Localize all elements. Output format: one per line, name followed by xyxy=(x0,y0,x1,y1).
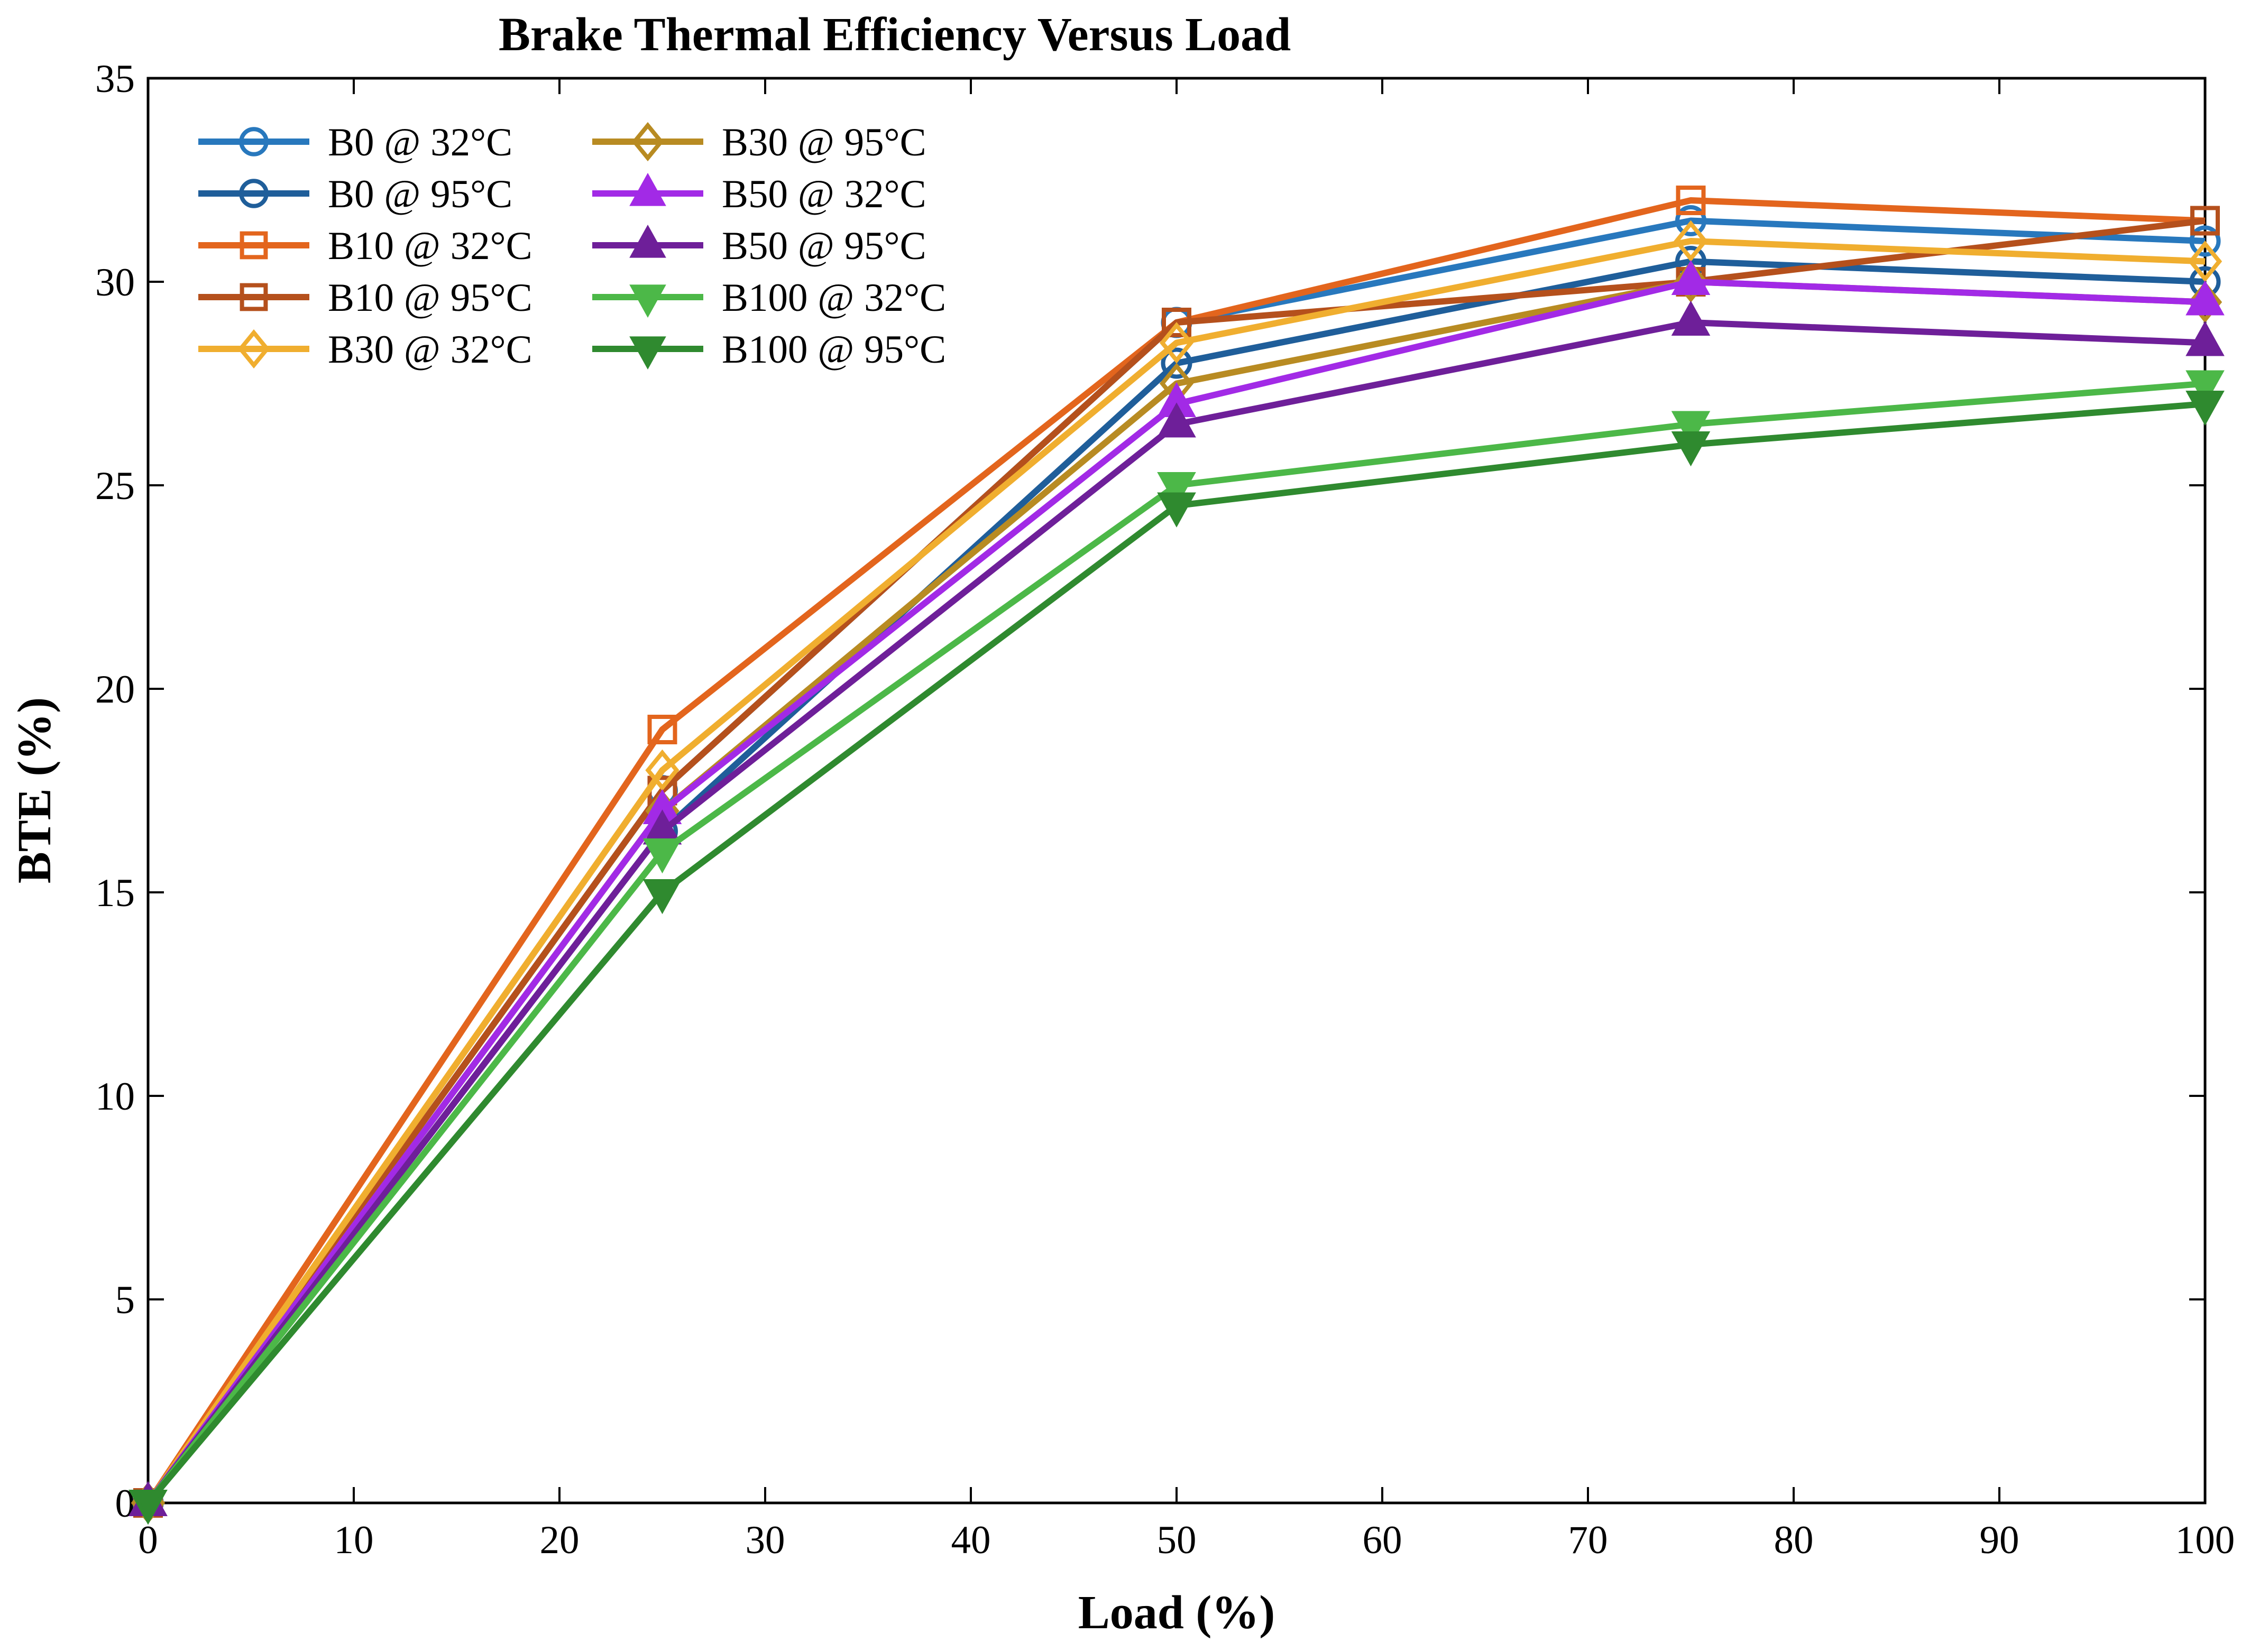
data-point xyxy=(1675,205,1706,236)
series-line xyxy=(145,258,2206,1505)
legend-item: B0 @ 32°C xyxy=(198,121,512,164)
legend-marker xyxy=(240,231,268,260)
x-tick-label: 20 xyxy=(540,1518,580,1562)
data-point xyxy=(1162,308,1191,337)
y-tick-label: 30 xyxy=(95,261,135,304)
chart-title: Brake Thermal Efficiency Versus Load xyxy=(499,8,1291,61)
series-line xyxy=(145,279,2206,1505)
series-line xyxy=(145,238,2206,1505)
data-point xyxy=(1674,220,1708,262)
legend-item: B10 @ 32°C xyxy=(198,224,532,268)
data-point xyxy=(1159,322,1194,364)
legend-label: B50 @ 32°C xyxy=(722,172,926,216)
data-point xyxy=(1671,411,1711,446)
legend-label: B50 @ 95°C xyxy=(722,224,926,268)
x-tick-label: 70 xyxy=(1568,1518,1608,1562)
data-point xyxy=(2185,321,2225,356)
data-point xyxy=(642,879,682,915)
series-line xyxy=(145,380,2206,1505)
data-point xyxy=(2190,206,2220,236)
data-point xyxy=(1157,492,1196,528)
data-point xyxy=(2188,281,2223,323)
x-tick-label: 10 xyxy=(334,1518,374,1562)
legend-label: B30 @ 32°C xyxy=(328,328,532,372)
legend-label: B100 @ 32°C xyxy=(722,276,946,320)
y-tick-label: 25 xyxy=(95,464,135,508)
series-b50-32-c xyxy=(128,260,2225,1516)
legend-label: B30 @ 95°C xyxy=(722,121,926,164)
x-tick-label: 0 xyxy=(138,1518,158,1562)
y-tick-label: 5 xyxy=(115,1278,135,1322)
y-tick-label: 20 xyxy=(95,668,135,712)
legend-marker xyxy=(239,179,269,208)
series-b30-32-c xyxy=(131,220,2223,1524)
legend-label: B10 @ 95°C xyxy=(328,276,532,320)
legend-item: B100 @ 32°C xyxy=(592,276,946,320)
series-line xyxy=(145,279,2206,1505)
data-point xyxy=(1676,186,1706,215)
legend-label: B0 @ 32°C xyxy=(328,121,512,164)
x-tick-label: 90 xyxy=(1980,1518,2019,1562)
legend-label: B10 @ 32°C xyxy=(328,224,532,268)
x-tick-label: 40 xyxy=(951,1518,991,1562)
legend-marker xyxy=(629,172,666,206)
y-tick-label: 35 xyxy=(95,57,135,101)
data-point xyxy=(1674,261,1708,303)
y-tick-label: 10 xyxy=(95,1075,135,1119)
axis-ticks: 0 10 20 30 40 50 60 70 80 90 100 0 5 10 15 20 25 30 35 xyxy=(95,57,2235,1562)
data-point xyxy=(1671,431,1711,467)
y-tick-label: 15 xyxy=(95,871,135,915)
data-point xyxy=(2188,241,2223,282)
legend-label: B0 @ 95°C xyxy=(328,172,512,216)
legend-marker xyxy=(237,329,270,369)
x-tick-label: 100 xyxy=(2175,1518,2235,1562)
legend-marker xyxy=(240,283,268,311)
series-b100-95-c xyxy=(128,391,2225,1525)
data-point xyxy=(1157,402,1196,438)
legend-marker xyxy=(239,127,269,156)
data-point xyxy=(2185,391,2225,426)
series-b0-95-c xyxy=(132,246,2221,1519)
legend: B0 @ 32°C B0 @ 95°C B10 @ 32°C B10 @ 95°C B3… xyxy=(198,121,946,372)
x-tick-label: 50 xyxy=(1157,1518,1197,1562)
legend-item: B30 @ 32°C xyxy=(198,328,532,372)
legend-marker xyxy=(629,336,666,370)
legend-label: B100 @ 95°C xyxy=(722,328,946,372)
legend-item: B0 @ 95°C xyxy=(198,172,512,216)
data-point xyxy=(642,838,682,874)
data-point xyxy=(647,715,677,744)
data-point xyxy=(2185,280,2225,316)
legend-item: B10 @ 95°C xyxy=(198,276,532,320)
data-point xyxy=(1157,472,1196,507)
legend-item: B100 @ 95°C xyxy=(592,328,946,372)
legend-marker xyxy=(629,284,666,318)
legend-item: B50 @ 32°C xyxy=(592,172,926,216)
x-tick-label: 60 xyxy=(1363,1518,1402,1562)
legend-item: B30 @ 95°C xyxy=(592,121,926,164)
data-point xyxy=(1161,347,1192,379)
data-series xyxy=(128,186,2225,1525)
legend-item: B50 @ 95°C xyxy=(592,224,926,268)
series-b100-32-c xyxy=(128,370,2225,1525)
legend-marker xyxy=(629,224,666,258)
x-axis-label: Load (%) xyxy=(1078,1586,1275,1639)
series-line xyxy=(145,401,2206,1505)
data-point xyxy=(2185,370,2225,405)
data-point xyxy=(2189,225,2221,257)
series-b30-95-c xyxy=(131,261,2223,1524)
legend-marker xyxy=(631,122,664,162)
data-point xyxy=(645,749,679,791)
y-tick-label: 0 xyxy=(115,1482,135,1526)
y-axis-label: BTE (%) xyxy=(8,697,61,884)
data-point xyxy=(1671,300,1711,336)
x-tick-label: 80 xyxy=(1774,1518,1814,1562)
x-tick-label: 30 xyxy=(746,1518,785,1562)
data-point xyxy=(128,1490,168,1525)
data-point xyxy=(1671,260,1711,295)
